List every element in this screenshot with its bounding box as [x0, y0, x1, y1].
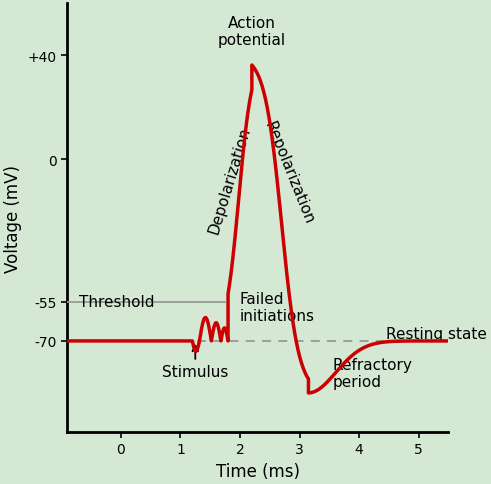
- Text: Threshold: Threshold: [79, 295, 155, 310]
- Text: Stimulus: Stimulus: [162, 364, 228, 379]
- X-axis label: Time (ms): Time (ms): [216, 462, 300, 480]
- Text: Action
potential: Action potential: [218, 16, 286, 48]
- Text: Depolarization: Depolarization: [206, 125, 253, 236]
- Text: Repolarization: Repolarization: [262, 119, 317, 226]
- Y-axis label: Voltage (mV): Voltage (mV): [4, 164, 22, 272]
- Text: Resting state: Resting state: [386, 326, 487, 341]
- Text: Refractory
period: Refractory period: [332, 357, 412, 389]
- Text: Failed
initiations: Failed initiations: [240, 291, 315, 324]
